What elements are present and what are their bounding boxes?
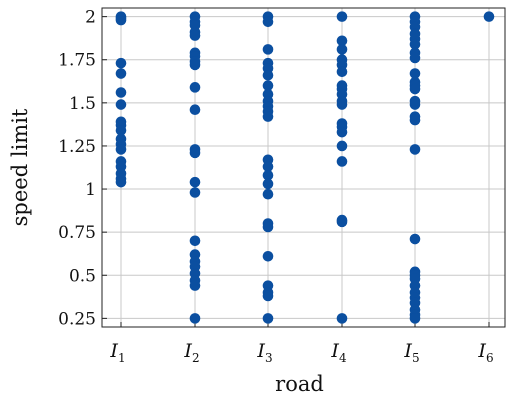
data-point (262, 16, 274, 28)
y-tick-label: 0.25 (58, 309, 96, 329)
data-point (336, 126, 348, 138)
data-point (336, 216, 348, 228)
data-point (115, 176, 127, 188)
x-tick-label: I1 (109, 340, 125, 365)
data-point (336, 156, 348, 167)
tick-layer: 0.25 0.5 0.75 1 1.25 1.5 1.75 2 I1 I2 I3 I4 I5 I6 (58, 8, 493, 365)
data-point (189, 82, 201, 93)
data-point (409, 144, 421, 155)
y-tick-label: 1.25 (58, 137, 96, 157)
y-tick-label: 0.75 (58, 223, 96, 243)
x-tick-label: I5 (403, 340, 419, 365)
data-point (189, 30, 201, 41)
y-tick-label: 1.75 (58, 51, 96, 71)
data-point (189, 59, 201, 71)
data-point (409, 99, 421, 110)
y-axis-label: speed limit (8, 108, 32, 226)
y-tick-label: 0.5 (69, 266, 96, 286)
x-tick-label: I6 (477, 340, 493, 365)
data-point (262, 313, 274, 324)
data-point (189, 280, 201, 291)
data-point (115, 68, 127, 79)
data-point (483, 11, 495, 22)
data-point (189, 187, 201, 198)
data-point (336, 11, 348, 22)
data-point (409, 83, 421, 95)
data-point (189, 176, 201, 188)
point-layer (115, 11, 495, 324)
data-point (336, 313, 348, 324)
data-point (336, 44, 348, 55)
data-point (336, 99, 348, 110)
data-point (115, 144, 127, 155)
data-point (262, 80, 274, 91)
data-point (262, 290, 274, 302)
data-point (409, 68, 421, 79)
y-tick-label: 1.5 (69, 94, 96, 114)
y-tick-label: 1 (85, 180, 96, 200)
data-point (262, 188, 274, 200)
y-tick-label: 2 (85, 8, 96, 28)
data-point (336, 35, 348, 47)
data-point (262, 111, 274, 122)
data-point (409, 38, 421, 50)
data-point (115, 125, 127, 136)
data-point (409, 52, 421, 64)
data-point (115, 14, 127, 26)
data-point (262, 251, 274, 262)
data-point (262, 169, 274, 181)
x-tick-label: I2 (183, 340, 199, 365)
plot-frame (101, 7, 506, 328)
data-point (189, 235, 201, 247)
data-point (115, 57, 127, 69)
data-point (262, 161, 274, 172)
x-axis-label: road (275, 372, 324, 396)
data-point (336, 66, 348, 78)
x-tick-label: I3 (256, 340, 272, 365)
x-tick-label: I4 (330, 340, 347, 365)
data-point (262, 44, 274, 55)
grid-layer (102, 8, 505, 327)
data-point (409, 233, 421, 245)
data-point (262, 178, 274, 190)
data-point (189, 313, 201, 324)
data-point (189, 104, 201, 116)
data-point (409, 313, 421, 324)
data-point (262, 69, 274, 81)
data-point (115, 87, 127, 98)
data-point (189, 147, 201, 159)
data-point (115, 99, 127, 110)
data-point (262, 221, 274, 233)
data-point (409, 114, 421, 126)
data-point (336, 140, 348, 152)
